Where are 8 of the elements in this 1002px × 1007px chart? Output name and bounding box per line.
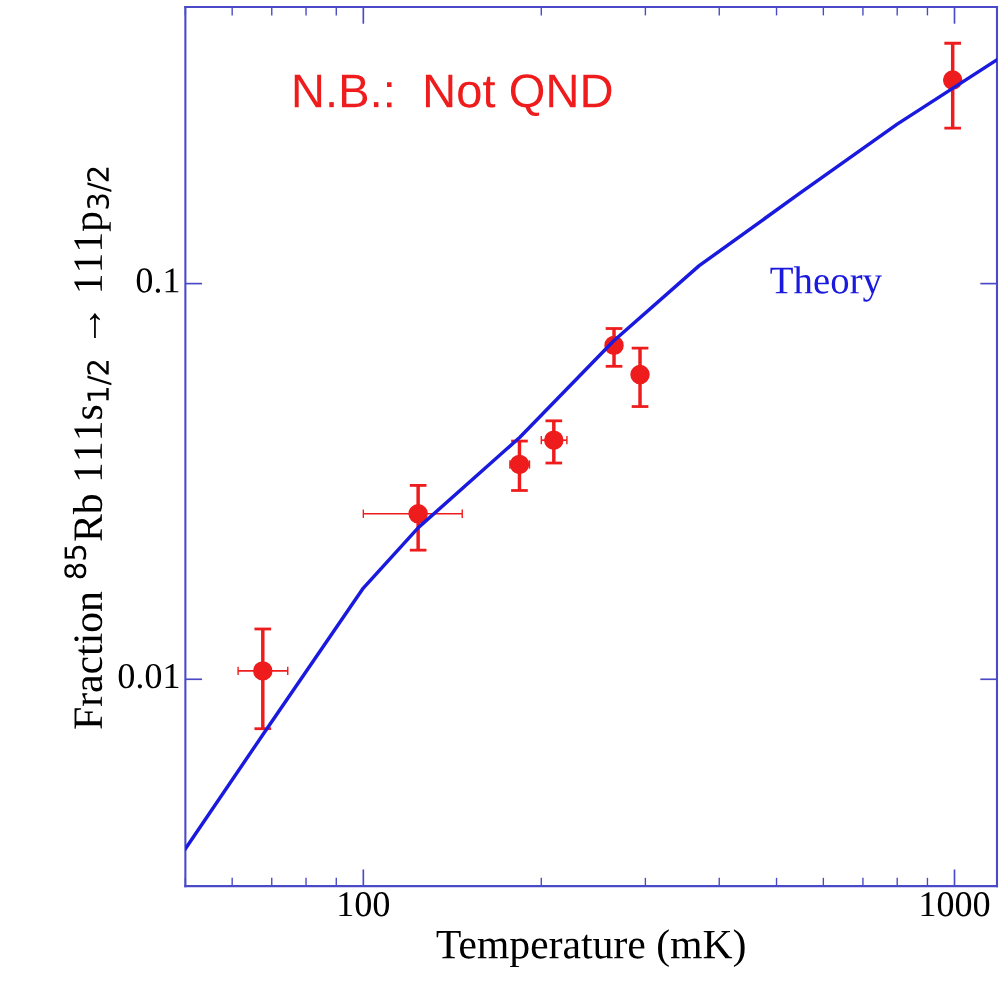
x-tick-label: 100 [339, 892, 390, 917]
annotation: N.B.: Not QND [294, 74, 612, 117]
annotation: Theory [770, 266, 882, 302]
y-axis-title: Fraction $^{85}$Rb 111s$_{1/2}$ → 111p$_{3/2}$ [64, 167, 112, 729]
x-tick-label: 1000 [921, 892, 990, 917]
x-axis-title: Temperature (mK) [436, 929, 745, 968]
y-tick-label: 0.1 [136, 268, 179, 293]
y-tick-label: 0.01 [118, 663, 179, 689]
